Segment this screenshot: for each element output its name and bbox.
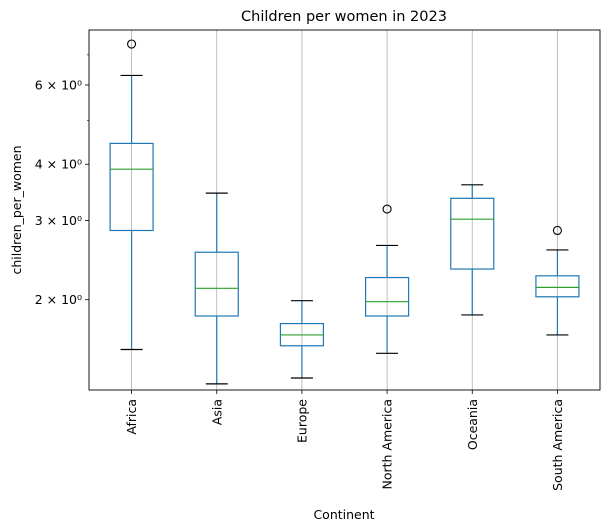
outlier-point — [552, 225, 562, 236]
x-axis: Africa Asia Europe North America Oceania Sout… — [124, 390, 565, 491]
x-tick-label: Oceania — [465, 399, 480, 450]
y-tick-label: 2 × 10⁰ — [35, 292, 82, 307]
x-tick-label: South America — [550, 399, 565, 491]
x-tick-label: Europe — [294, 399, 309, 443]
y-axis-title: children_per_women — [9, 145, 24, 274]
y-tick-label: 4 × 10⁰ — [35, 157, 82, 172]
outlier-point — [382, 204, 392, 214]
x-tick-label: Africa — [124, 399, 139, 435]
iqr-box — [109, 142, 154, 232]
boxes — [109, 39, 580, 385]
box-north-america — [364, 204, 410, 354]
outlier-point — [127, 39, 137, 49]
y-axis: 2 × 10⁰ 3 × 10⁰ 4 × 10⁰ 6 × 10⁰ — [35, 54, 89, 307]
y-tick-label: 3 × 10⁰ — [35, 213, 82, 228]
x-axis-title: Continent — [313, 507, 374, 522]
iqr-box — [450, 197, 495, 270]
iqr-box — [535, 275, 580, 298]
box-europe — [279, 300, 325, 379]
box-south-america — [535, 225, 580, 336]
box-asia — [194, 192, 239, 385]
plot-area-frame — [88, 29, 601, 391]
x-tick-label: North America — [380, 399, 395, 490]
y-tick-label: 6 × 10⁰ — [35, 77, 82, 92]
iqr-box — [364, 276, 410, 317]
box-oceania — [450, 184, 495, 316]
x-tick-label: Asia — [209, 399, 224, 425]
iqr-box — [194, 251, 239, 317]
box-africa — [109, 39, 154, 351]
chart-title: Children per women in 2023 — [241, 9, 447, 25]
